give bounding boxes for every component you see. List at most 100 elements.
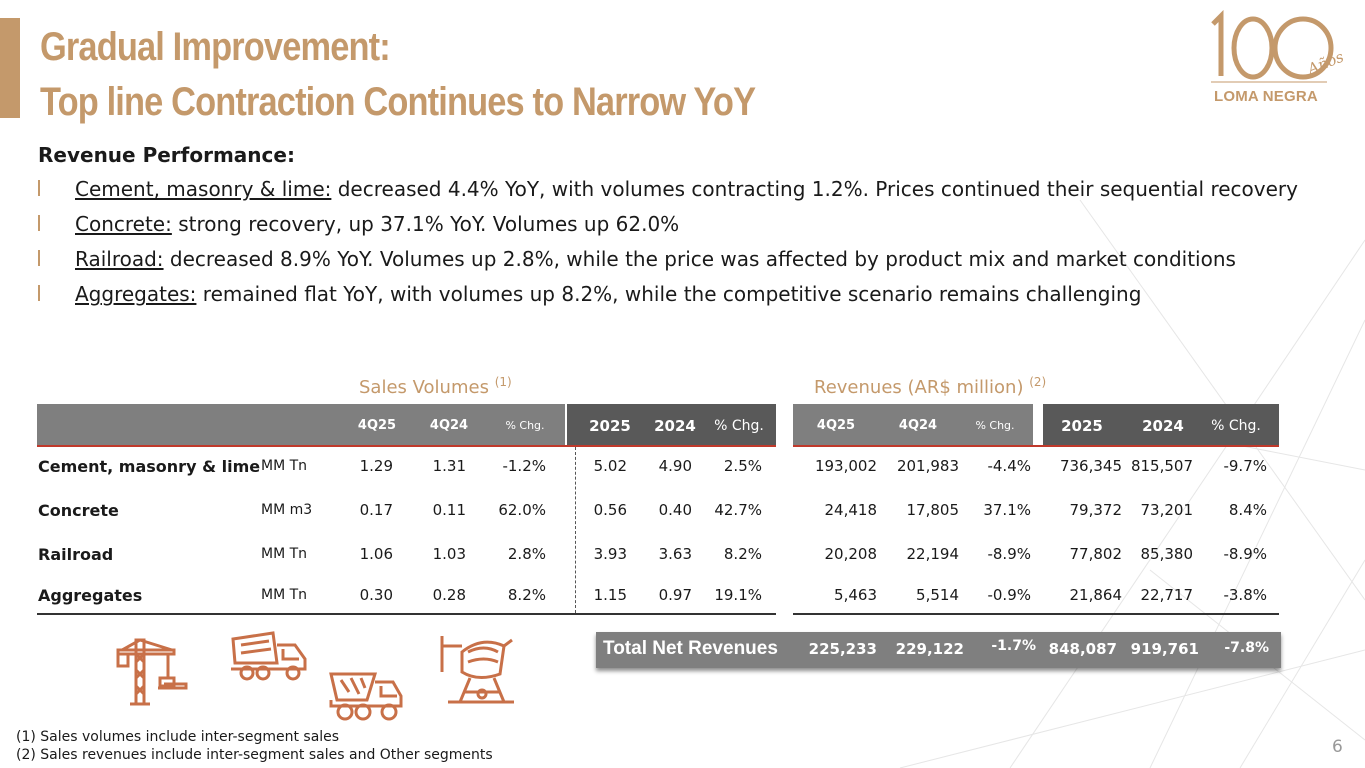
vol-4q24: 0.28: [432, 586, 466, 604]
vol-ychg: 42.7%: [714, 501, 762, 519]
vol-header-qchg: % Chg.: [505, 419, 545, 432]
total-4q25: 225,233: [808, 640, 877, 658]
vol-2024: 3.63: [658, 545, 692, 563]
vol-header-2025: 2025: [589, 417, 631, 435]
rev-ychg: 8.4%: [1228, 501, 1267, 519]
page-title-line2: Top line Contraction Continues to Narrow…: [40, 80, 756, 124]
rev-qchg: 37.1%: [983, 501, 1031, 519]
vol-2024: 0.40: [658, 501, 692, 519]
total-ychg: -7.8%: [1224, 640, 1269, 656]
bullet-railroad: Railroad: decreased 8.9% YoY. Volumes up…: [38, 246, 1338, 273]
bullet-text: strong recovery, up 37.1% YoY. Volumes u…: [171, 212, 680, 236]
crane-icon: [116, 638, 188, 706]
bullet-label: Railroad:: [75, 247, 164, 271]
bullet-text: remained flat YoY, with volumes up 8.2%,…: [196, 282, 1142, 306]
dump-truck-icon: [329, 672, 403, 721]
vol-header-4q25: 4Q25: [357, 418, 397, 433]
volumes-header-rule: [37, 445, 776, 447]
revenues-note: (2): [1029, 375, 1047, 389]
revenues-header-band-year: [1043, 404, 1279, 446]
vol-2024: 4.90: [658, 457, 692, 475]
rev-ychg: -8.9%: [1223, 545, 1267, 563]
vol-qchg: 62.0%: [498, 501, 546, 519]
rev-header-4q25: 4Q25: [816, 418, 856, 433]
loma-negra-100-logo: [1211, 10, 1334, 83]
rev-2024: 22,717: [1140, 586, 1194, 604]
page-number: 6: [1332, 737, 1343, 757]
rev-4q24: 5,514: [916, 586, 959, 604]
bullet-label: Aggregates:: [75, 282, 197, 306]
revenues-bottom-rule: [793, 613, 1279, 615]
row-segment-label: Railroad: [38, 545, 114, 564]
total-2025: 848,087: [1048, 640, 1117, 658]
rev-header-qchg: % Chg.: [975, 419, 1015, 432]
rev-ychg: -9.7%: [1223, 457, 1267, 475]
rev-qchg: -8.9%: [987, 545, 1031, 563]
row-unit: MM m3: [261, 502, 313, 518]
vol-4q24: 1.03: [432, 545, 466, 563]
rev-header-2025: 2025: [1061, 417, 1103, 435]
rev-4q24: 22,194: [906, 545, 960, 563]
volumes-header-band-year: [567, 404, 776, 446]
concrete-mixer-truck-icon: [231, 631, 307, 681]
rev-2025: 79,372: [1069, 501, 1123, 519]
vol-header-4q24: 4Q24: [429, 418, 469, 433]
rev-4q25: 20,208: [824, 545, 878, 563]
rev-2024: 815,507: [1130, 457, 1193, 475]
rev-4q25: 24,418: [824, 501, 878, 519]
revenues-header-rule: [793, 445, 1279, 447]
footnote-1: (1) Sales volumes include inter-segment …: [16, 729, 340, 745]
sales-volumes-title-text: Sales Volumes: [359, 377, 489, 398]
vol-header-ychg: % Chg.: [714, 418, 764, 434]
rev-header-4q24: 4Q24: [898, 418, 938, 433]
rev-4q25: 193,002: [814, 457, 877, 475]
cement-mixer-icon: [440, 636, 514, 704]
revenue-performance-heading: Revenue Performance:: [38, 143, 295, 167]
rev-header-2024: 2024: [1142, 417, 1184, 435]
bullet-aggregates: Aggregates: remained flat YoY, with volu…: [38, 281, 1338, 308]
row-segment-label: Aggregates: [38, 586, 143, 605]
row-unit: MM Tn: [261, 587, 308, 603]
vol-ychg: 2.5%: [723, 457, 762, 475]
rev-2025: 77,802: [1069, 545, 1123, 563]
row-unit: MM Tn: [261, 546, 308, 562]
rev-qchg: -0.9%: [987, 586, 1031, 604]
revenues-title-text: Revenues (AR$ million): [814, 377, 1024, 398]
page-title: Gradual Improvement: Top line Contractio…: [40, 22, 756, 132]
rev-2025: 736,345: [1059, 457, 1122, 475]
vol-2024: 0.97: [658, 586, 692, 604]
footnote-2: (2) Sales revenues include inter-segment…: [16, 747, 493, 763]
bullet-text: decreased 4.4% YoY, with volumes contrac…: [331, 177, 1298, 201]
title-accent-bar: [0, 18, 20, 118]
total-4q24: 229,122: [895, 640, 964, 658]
volumes-bottom-rule: [37, 613, 776, 615]
total-net-revenues-box: [596, 632, 1281, 668]
vol-4q25: 1.29: [359, 457, 393, 475]
rev-2025: 21,864: [1069, 586, 1123, 604]
logo-brand: LOMA NEGRA: [1214, 88, 1318, 105]
bullet-label: Cement, masonry & lime:: [75, 177, 332, 201]
bullet-cement: Cement, masonry & lime: decreased 4.4% Y…: [38, 176, 1338, 203]
rev-4q25: 5,463: [834, 586, 877, 604]
rev-qchg: -4.4%: [987, 457, 1031, 475]
rev-ychg: -3.8%: [1223, 586, 1267, 604]
vol-qchg: 2.8%: [507, 545, 546, 563]
vol-2025: 5.02: [593, 457, 627, 475]
sales-volumes-title: Sales Volumes (1): [359, 375, 512, 398]
rev-2024: 85,380: [1140, 545, 1194, 563]
vol-2025: 0.56: [593, 501, 627, 519]
rev-4q24: 201,983: [896, 457, 959, 475]
bullet-concrete: Concrete: strong recovery, up 37.1% YoY.…: [38, 211, 1338, 238]
bullet-text: decreased 8.9% YoY. Volumes up 2.8%, whi…: [163, 247, 1236, 271]
revenues-title: Revenues (AR$ million) (2): [814, 375, 1046, 398]
bullet-list: Cement, masonry & lime: decreased 4.4% Y…: [38, 176, 1338, 316]
total-net-revenues-label: Total Net Revenues: [603, 638, 778, 659]
row-unit: MM Tn: [261, 458, 308, 474]
bullet-label: Concrete:: [75, 212, 172, 236]
bullet-marker: [38, 180, 40, 196]
vol-qchg: 8.2%: [507, 586, 546, 604]
rev-2024: 73,201: [1140, 501, 1194, 519]
vol-2025: 3.93: [593, 545, 627, 563]
total-2024: 919,761: [1130, 640, 1199, 658]
rev-4q24: 17,805: [906, 501, 960, 519]
